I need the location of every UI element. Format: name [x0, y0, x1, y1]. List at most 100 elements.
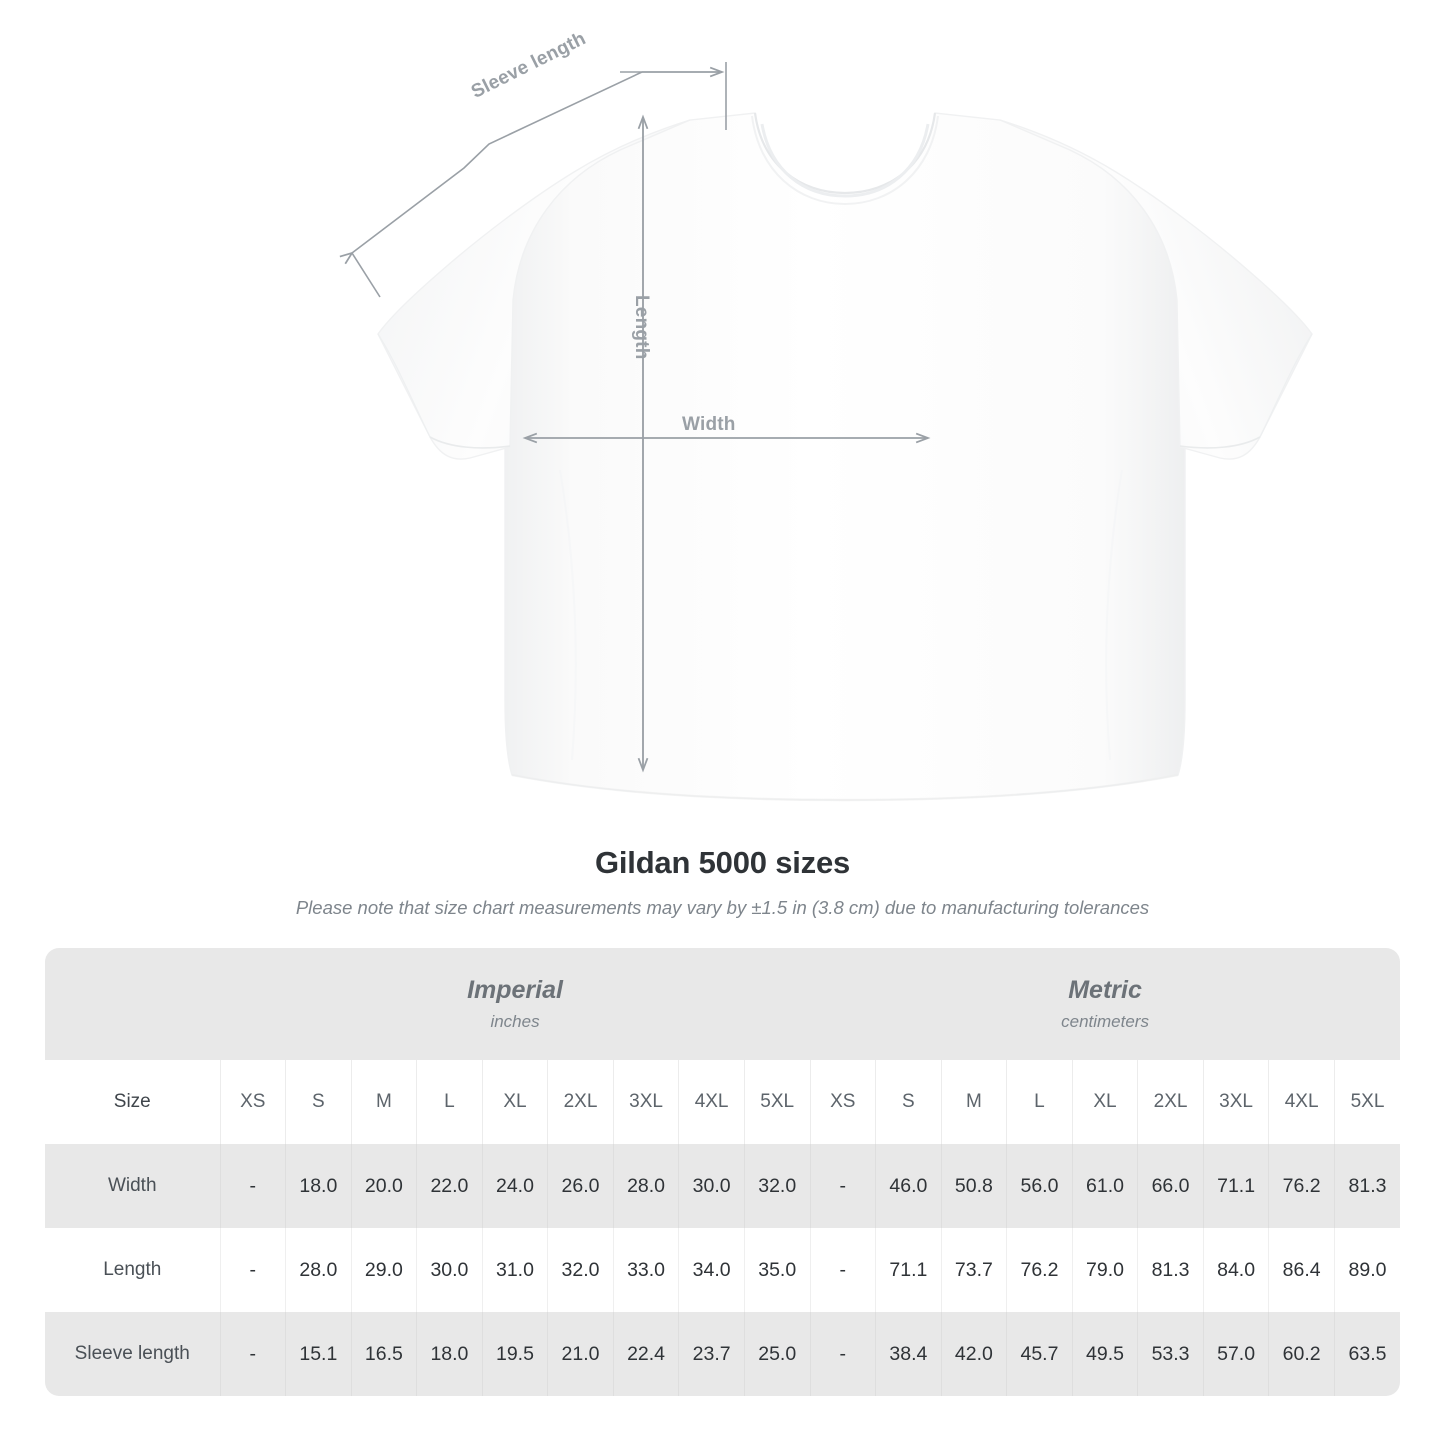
unit-group-imperial: Imperial inches — [220, 948, 811, 1060]
measurement-cell: 63.5 — [1333, 1312, 1401, 1396]
length-label: Length — [631, 295, 652, 360]
size-header-cell: 2XL — [1137, 1060, 1204, 1144]
unit-group-metric-sub: centimeters — [1061, 1011, 1149, 1031]
shirt-left-sleeve — [377, 119, 691, 460]
unit-blank-cell — [45, 948, 220, 1060]
size-header-cell: XS — [219, 1060, 286, 1144]
size-header-cell: S — [875, 1060, 942, 1144]
measurement-cell: 81.3 — [1137, 1228, 1204, 1312]
chart-heading: Gildan 5000 sizes Please note that size … — [0, 845, 1445, 919]
size-header-cell: L — [416, 1060, 483, 1144]
measurement-cell: - — [219, 1144, 286, 1228]
size-header-cell: XS — [809, 1060, 876, 1144]
measurement-cell: 32.0 — [743, 1144, 811, 1228]
measurement-cell: 21.0 — [547, 1312, 614, 1396]
measurement-cell: 38.4 — [875, 1312, 942, 1396]
sleeve-end-tick — [351, 252, 381, 298]
measurement-cell: 25.0 — [743, 1312, 811, 1396]
measurement-cell: 42.0 — [940, 1312, 1007, 1396]
measurement-cell: 18.0 — [416, 1312, 483, 1396]
measurement-cell: 49.5 — [1071, 1312, 1138, 1396]
measurement-cell: 76.2 — [1006, 1228, 1073, 1312]
measurement-cell: 71.1 — [1202, 1144, 1269, 1228]
unit-group-imperial-name: Imperial — [467, 976, 563, 1005]
size-header-row: Size XS S M L XL 2XL 3XL 4XL 5XL XS S M L XL 2XL 3XL 4XL 5… — [45, 1060, 1401, 1144]
measurement-cell: - — [219, 1228, 286, 1312]
sleeve-length-arrow — [339, 71, 643, 265]
measurement-cell: 20.0 — [350, 1144, 417, 1228]
table-row: Sleeve length -15.1 16.5 18.0 19.5 21.0 22.4 23… — [45, 1312, 1401, 1396]
measurement-cell: 16.5 — [350, 1312, 417, 1396]
measurement-cell: 30.0 — [416, 1228, 483, 1312]
measurement-cell: 22.4 — [612, 1312, 679, 1396]
measurement-cell: - — [809, 1144, 876, 1228]
size-chart-table-wrapper: Imperial inches Metric centimeters Size X… — [45, 948, 1401, 1396]
size-header-cell: 2XL — [547, 1060, 614, 1144]
measurement-cell: 33.0 — [612, 1228, 679, 1312]
measurement-cell: 50.8 — [940, 1144, 1007, 1228]
measurement-cell: 19.5 — [481, 1312, 548, 1396]
size-header-label: Size — [45, 1060, 220, 1144]
measurement-cell: 46.0 — [875, 1144, 942, 1228]
measurement-cell: 71.1 — [875, 1228, 942, 1312]
tolerance-note: Please note that size chart measurements… — [295, 897, 1150, 918]
size-header-cell: XL — [481, 1060, 548, 1144]
measurement-cell: 81.3 — [1333, 1144, 1401, 1228]
measurement-cell: 18.0 — [285, 1144, 352, 1228]
size-header-cell: XL — [1071, 1060, 1138, 1144]
shirt-fold-lines — [511, 469, 1179, 802]
measurement-cell: 60.2 — [1268, 1312, 1335, 1396]
table-row: Length -28.0 29.0 30.0 31.0 32.0 33.0 34.0 35.0-… — [45, 1228, 1401, 1312]
size-header-cell: M — [940, 1060, 1007, 1144]
measurement-cell: 66.0 — [1137, 1144, 1204, 1228]
measurement-cell: 86.4 — [1268, 1228, 1335, 1312]
size-header-cell: 5XL — [743, 1060, 811, 1144]
measurement-cell: 89.0 — [1333, 1228, 1401, 1312]
tshirt-illustration — [339, 62, 1313, 802]
measurement-cell: - — [809, 1312, 876, 1396]
measurement-cell: 53.3 — [1137, 1312, 1204, 1396]
measurement-cell: 31.0 — [481, 1228, 548, 1312]
table-row: Width -18.0 20.0 22.0 24.0 26.0 28.0 30.0 32.0-4… — [45, 1144, 1401, 1228]
size-chart-table: Imperial inches Metric centimeters Size X… — [45, 948, 1401, 1396]
measurement-cell: - — [219, 1312, 286, 1396]
unit-group-imperial-sub: inches — [490, 1011, 540, 1031]
measurement-cell: 28.0 — [612, 1144, 679, 1228]
measurement-cell: 26.0 — [547, 1144, 614, 1228]
measurement-cell: 32.0 — [547, 1228, 614, 1312]
size-header-cell: 4XL — [1268, 1060, 1335, 1144]
measurement-row-label: Width — [45, 1144, 220, 1228]
size-header-cell: 4XL — [678, 1060, 745, 1144]
size-table-body: Width -18.0 20.0 22.0 24.0 26.0 28.0 30.0 32.0-4… — [45, 1144, 1401, 1396]
tshirt-diagram: Sleeve length Length Width — [339, 28, 1313, 802]
unit-group-metric-name: Metric — [1068, 976, 1142, 1005]
measurement-cell: 15.1 — [285, 1312, 352, 1396]
measurement-cell: 28.0 — [285, 1228, 352, 1312]
size-header-cell: 5XL — [1333, 1060, 1401, 1144]
measurement-cell: 30.0 — [678, 1144, 745, 1228]
shirt-collar — [751, 112, 939, 206]
shirt-right-sleeve — [999, 119, 1313, 460]
measurement-cell: 79.0 — [1071, 1228, 1138, 1312]
measurement-cell: 76.2 — [1268, 1144, 1335, 1228]
measurement-row-label: Length — [45, 1228, 220, 1312]
size-header-cell: M — [350, 1060, 417, 1144]
measurement-cell: 73.7 — [940, 1228, 1007, 1312]
width-label: Width — [682, 414, 736, 435]
measurement-row-label: Sleeve length — [45, 1312, 220, 1396]
measurement-cell: 35.0 — [743, 1228, 811, 1312]
page-title: Gildan 5000 sizes — [594, 845, 851, 880]
size-header-cell: S — [285, 1060, 352, 1144]
measurement-cell: 34.0 — [678, 1228, 745, 1312]
shirt-body-shape — [504, 112, 1186, 801]
unit-group-row: Imperial inches Metric centimeters — [45, 948, 1401, 1060]
measurement-cell: 57.0 — [1202, 1312, 1269, 1396]
dimension-lines — [339, 62, 931, 773]
measurement-cell: 29.0 — [350, 1228, 417, 1312]
size-header-cell: 3XL — [1202, 1060, 1269, 1144]
measurement-cell: 23.7 — [678, 1312, 745, 1396]
measurement-cell: - — [809, 1228, 876, 1312]
size-header-cell: L — [1006, 1060, 1073, 1144]
measurement-cell: 84.0 — [1202, 1228, 1269, 1312]
size-header-cell: 3XL — [612, 1060, 679, 1144]
